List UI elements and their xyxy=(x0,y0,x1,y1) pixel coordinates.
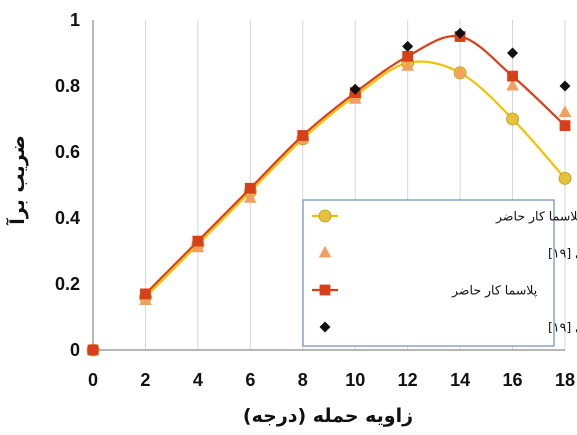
x-tick-label-18: 18 xyxy=(555,370,575,390)
series-2-point-14 xyxy=(453,65,467,78)
series-4-point-18 xyxy=(559,80,571,92)
series-3-point-8 xyxy=(297,130,309,141)
x-tick-label-12: 12 xyxy=(398,370,418,390)
legend-marker-3 xyxy=(319,284,331,296)
legend-label-1: بدون پلاسما کار حاضر xyxy=(495,209,577,225)
series-3-point-0 xyxy=(87,344,99,356)
series-4-point-16 xyxy=(507,47,519,59)
series-3-point-18 xyxy=(559,120,571,131)
series-4-point-12 xyxy=(402,40,414,52)
y-tick-label-2: 0.4 xyxy=(55,208,80,228)
series-2-point-6 xyxy=(244,191,257,203)
series-3-point-16 xyxy=(507,70,518,82)
legend-marker-2 xyxy=(318,245,332,258)
y-tick-labels: 0 0.2 0.4 0.6 0.8 1 xyxy=(55,10,80,360)
y-tick-label-4: 0.8 xyxy=(55,76,80,96)
series-layer xyxy=(86,27,572,357)
series-1-point-18 xyxy=(558,171,572,185)
x-tick-label-2: 2 xyxy=(140,370,150,390)
series-3-point-12 xyxy=(402,50,414,62)
legend-item-1: بدون پلاسما کار حاضر xyxy=(312,209,577,225)
x-tick-label-0: 0 xyxy=(88,370,98,390)
axes xyxy=(92,20,565,351)
legend-item-3: پلاسما کار حاضر xyxy=(312,283,538,299)
x-tick-label-8: 8 xyxy=(298,370,308,390)
series-4 xyxy=(349,27,571,95)
x-tick-label-14: 14 xyxy=(450,370,470,390)
y-axis-label: ضریب برآ xyxy=(5,135,29,226)
y-tick-label-3: 0.6 xyxy=(55,142,80,162)
series-1-point-16 xyxy=(506,112,519,126)
series-2-point-16 xyxy=(506,78,519,91)
x-axis-label: زاویه حمله (درجه) xyxy=(243,405,413,427)
legend: بدون پلاسما کار حاضر بدون پلاسما مرجع تجر… xyxy=(302,199,577,347)
series-3-point-6 xyxy=(244,182,256,194)
legend-marker-4 xyxy=(319,321,331,333)
legend-item-2: بدون پلاسما مرجع تجربی [۱۹] xyxy=(318,245,577,262)
series-2-point-12 xyxy=(401,59,414,71)
y-tick-label-1: 0.2 xyxy=(55,274,80,294)
legend-marker-1 xyxy=(318,209,332,223)
legend-box xyxy=(302,199,555,347)
legend-label-4: پلاسما مرجع تجربی [۱۹] xyxy=(548,320,577,336)
x-tick-labels: 0 2 4 6 8 10 12 14 16 18 xyxy=(88,370,575,390)
x-tick-label-6: 6 xyxy=(245,370,255,390)
series-3-point-4 xyxy=(192,235,204,247)
x-tick-label-16: 16 xyxy=(503,370,523,390)
legend-item-4: پلاسما مرجع تجربی [۱۹] xyxy=(319,320,577,336)
legend-label-2: بدون پلاسما مرجع تجربی [۱۹] xyxy=(548,246,577,262)
legend-label-3: پلاسما کار حاضر xyxy=(451,283,538,299)
x-tick-label-10: 10 xyxy=(345,370,365,390)
series-4-point-10 xyxy=(349,83,361,95)
y-tick-label-0: 0 xyxy=(70,340,80,360)
x-tick-label-4: 4 xyxy=(193,370,203,390)
series-4-point-14 xyxy=(454,27,466,39)
series-2-point-18 xyxy=(558,105,572,117)
series-3-point-2 xyxy=(140,288,151,300)
y-tick-label-5: 1 xyxy=(70,10,80,30)
